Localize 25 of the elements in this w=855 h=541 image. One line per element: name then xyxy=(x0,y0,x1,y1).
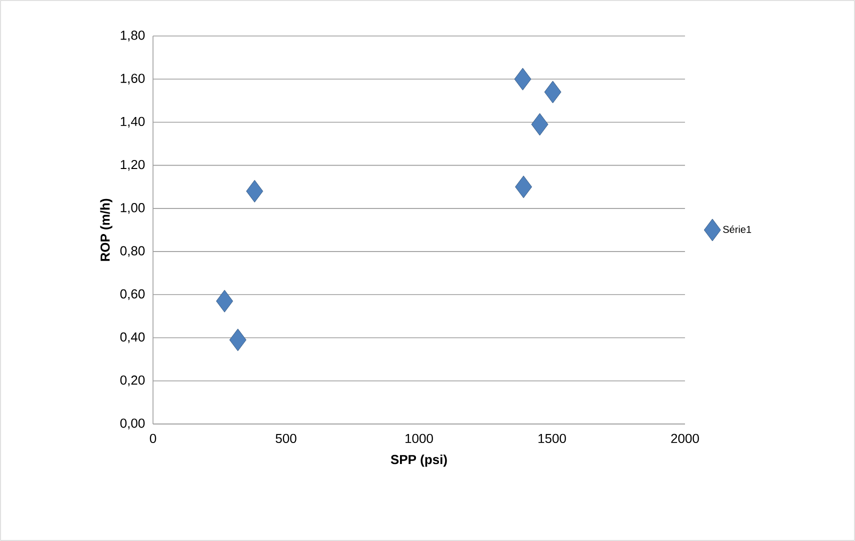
point xyxy=(216,290,234,312)
point xyxy=(544,80,562,104)
y-tick-label: 0,40 xyxy=(120,332,145,344)
point xyxy=(515,176,532,198)
point xyxy=(514,68,532,90)
point xyxy=(246,180,264,202)
x-axis-title: SPP (psi) xyxy=(390,454,447,467)
y-axis-title: ROP (m/h) xyxy=(100,198,112,261)
point xyxy=(229,328,246,352)
x-tick-label: 500 xyxy=(276,434,296,444)
x-tick-label: 1500 xyxy=(538,434,566,444)
legend-label: Série1 xyxy=(723,225,752,233)
x-tick-label: 2000 xyxy=(671,434,699,444)
y-tick-label: 0,80 xyxy=(120,246,145,257)
x-tick-label: 1000 xyxy=(406,434,433,444)
y-tick-label: 1,20 xyxy=(120,160,145,171)
y-tick-label: 1,00 xyxy=(120,203,145,214)
point xyxy=(531,113,548,136)
y-tick-label: 0,20 xyxy=(120,376,145,386)
y-tick-label: 1,80 xyxy=(120,30,145,42)
y-tick-label: 1,60 xyxy=(120,74,145,84)
y-tick-label: 1,40 xyxy=(120,116,145,128)
y-tick-label: 0,60 xyxy=(120,289,145,300)
y-tick-label: 0,00 xyxy=(120,418,145,430)
x-tick-label: 0 xyxy=(150,434,156,444)
